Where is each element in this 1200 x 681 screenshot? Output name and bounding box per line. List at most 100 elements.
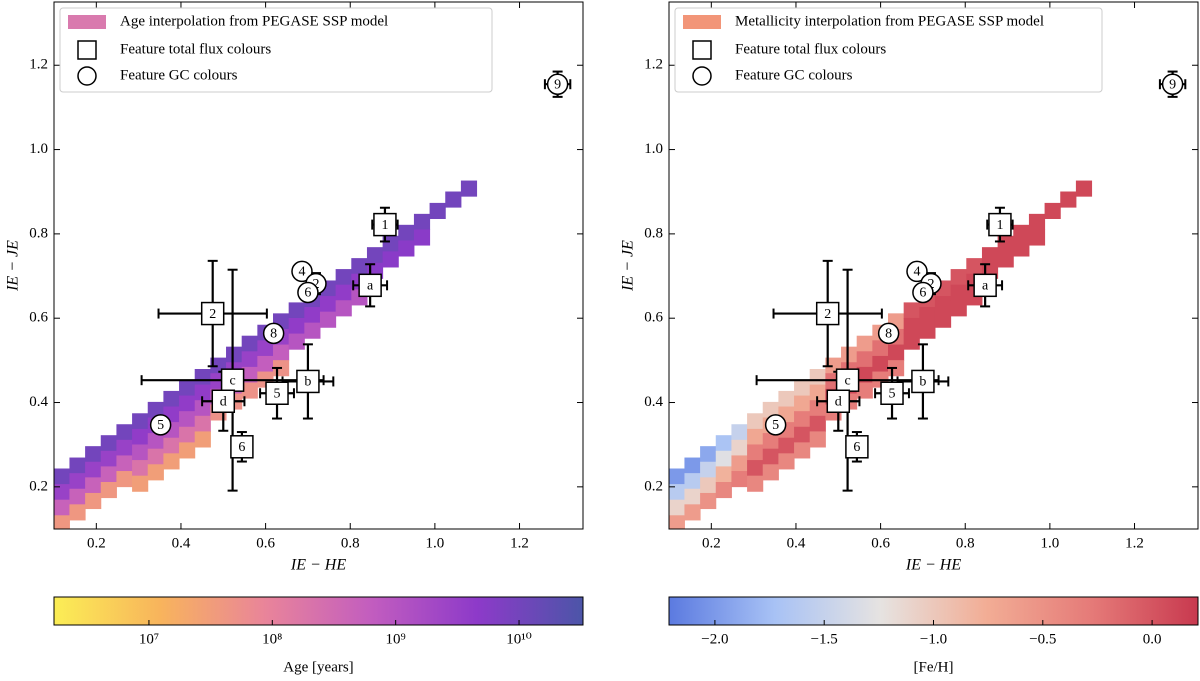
heat-cell — [700, 461, 717, 478]
x-tick-label: 1.2 — [1125, 535, 1144, 551]
feature-square — [230, 435, 254, 459]
y-tick-label: 0.8 — [644, 225, 663, 241]
heat-cell — [731, 471, 748, 488]
feature-label: a — [982, 279, 989, 294]
heat-cell — [194, 369, 211, 386]
heat-cell — [179, 426, 196, 443]
heat-cell — [919, 307, 936, 324]
feature-square — [373, 212, 397, 237]
y-tick-label: 1.2 — [644, 57, 663, 73]
heat-cell — [809, 369, 826, 386]
gc-circle — [149, 414, 172, 436]
feature-label: b — [919, 375, 926, 390]
heat-cell — [54, 468, 70, 485]
feature-label: 5 — [274, 386, 281, 401]
x-tick-label: 0.4 — [172, 535, 191, 551]
legend-label: Feature GC colours — [735, 67, 853, 83]
heat-cell — [934, 296, 952, 313]
heat-cell — [950, 269, 967, 286]
heat-cell — [747, 475, 764, 492]
legend-square — [77, 40, 97, 60]
heat-cell — [132, 444, 149, 461]
feature-square — [265, 381, 289, 405]
y-tick-label: 0.4 — [29, 394, 48, 410]
heat-cell — [856, 366, 873, 383]
heat-cell — [398, 224, 415, 241]
gc-label: 8 — [270, 327, 277, 342]
gc-label: 9 — [554, 77, 561, 92]
heat-cell — [778, 453, 795, 470]
legend-label: Feature GC colours — [120, 67, 238, 83]
heat-cell — [841, 346, 858, 363]
colorbar-label: [Fe/H] — [914, 659, 954, 675]
heat-cell — [132, 475, 149, 492]
colorbar-tick-label: −1.5 — [811, 631, 838, 647]
heat-cell — [747, 413, 764, 430]
feature-label: 5 — [889, 386, 896, 401]
x-tick-label: 0.8 — [956, 535, 975, 551]
heat-cell — [54, 515, 70, 529]
feature-square — [845, 435, 869, 459]
feature-square — [880, 381, 904, 405]
y-tick-label: 1.0 — [644, 141, 663, 157]
gc-label: 4 — [913, 265, 920, 280]
y-axis-label: IE − JE — [5, 240, 22, 292]
heat-cell — [54, 484, 70, 501]
heat-cell — [809, 384, 826, 401]
x-axis-label: IE − HE — [905, 557, 961, 574]
heat-cell — [413, 213, 431, 230]
heat-cell — [762, 448, 779, 465]
colorbar-tick-label: −1.0 — [920, 631, 947, 647]
heat-cell — [100, 450, 117, 467]
heat-cell — [950, 284, 967, 301]
legend-box — [674, 7, 1103, 93]
axes-frame — [668, 1, 1199, 530]
heat-cell — [747, 444, 764, 461]
heat-cell — [715, 450, 732, 467]
heat-cell — [69, 473, 86, 490]
heat-cell — [1028, 229, 1046, 246]
heat-cell — [147, 464, 164, 481]
heat-cell — [382, 251, 399, 268]
heat-cell — [241, 366, 258, 383]
y-tick-label: 0.6 — [29, 310, 48, 326]
heat-cell — [100, 481, 117, 499]
heat-cell — [413, 229, 431, 246]
x-tick-label: 0.4 — [787, 535, 806, 551]
heat-cell — [100, 466, 117, 483]
y-tick-label: 0.2 — [29, 478, 48, 494]
feature-label: 6 — [853, 440, 860, 455]
heat-cell — [1075, 180, 1093, 197]
heat-cell — [179, 442, 196, 459]
gc-label: 6 — [919, 286, 926, 301]
heat-cell — [226, 346, 243, 363]
x-tick-label: 0.6 — [871, 535, 890, 551]
heat-cell — [1044, 202, 1061, 219]
x-tick-label: 1.0 — [426, 535, 445, 551]
legend-label: Feature total flux colours — [735, 41, 886, 57]
feature-square — [296, 369, 320, 394]
heat-cell — [179, 395, 196, 412]
heat-cell — [116, 424, 133, 441]
heat-cell — [147, 448, 164, 465]
legend-swatch — [683, 15, 721, 29]
legend-label: Metallicity interpolation from PEGASE SS… — [735, 13, 1044, 29]
heat-cell — [809, 400, 826, 417]
gc-circle — [912, 281, 934, 304]
heat-cell — [794, 442, 811, 459]
feature-square — [973, 273, 997, 298]
heat-cell — [669, 515, 685, 529]
heat-cell — [684, 504, 701, 521]
feature-square — [211, 389, 236, 414]
heat-cell — [163, 390, 180, 408]
feature-label: 2 — [824, 307, 831, 322]
heat-cell — [950, 300, 967, 317]
feature-square — [200, 301, 225, 326]
heat-cell — [981, 247, 999, 264]
heat-cell — [888, 344, 905, 361]
gc-label: 8 — [885, 327, 892, 342]
legend-square — [692, 40, 712, 60]
heat-cell — [304, 307, 321, 324]
heat-cell — [684, 473, 701, 490]
